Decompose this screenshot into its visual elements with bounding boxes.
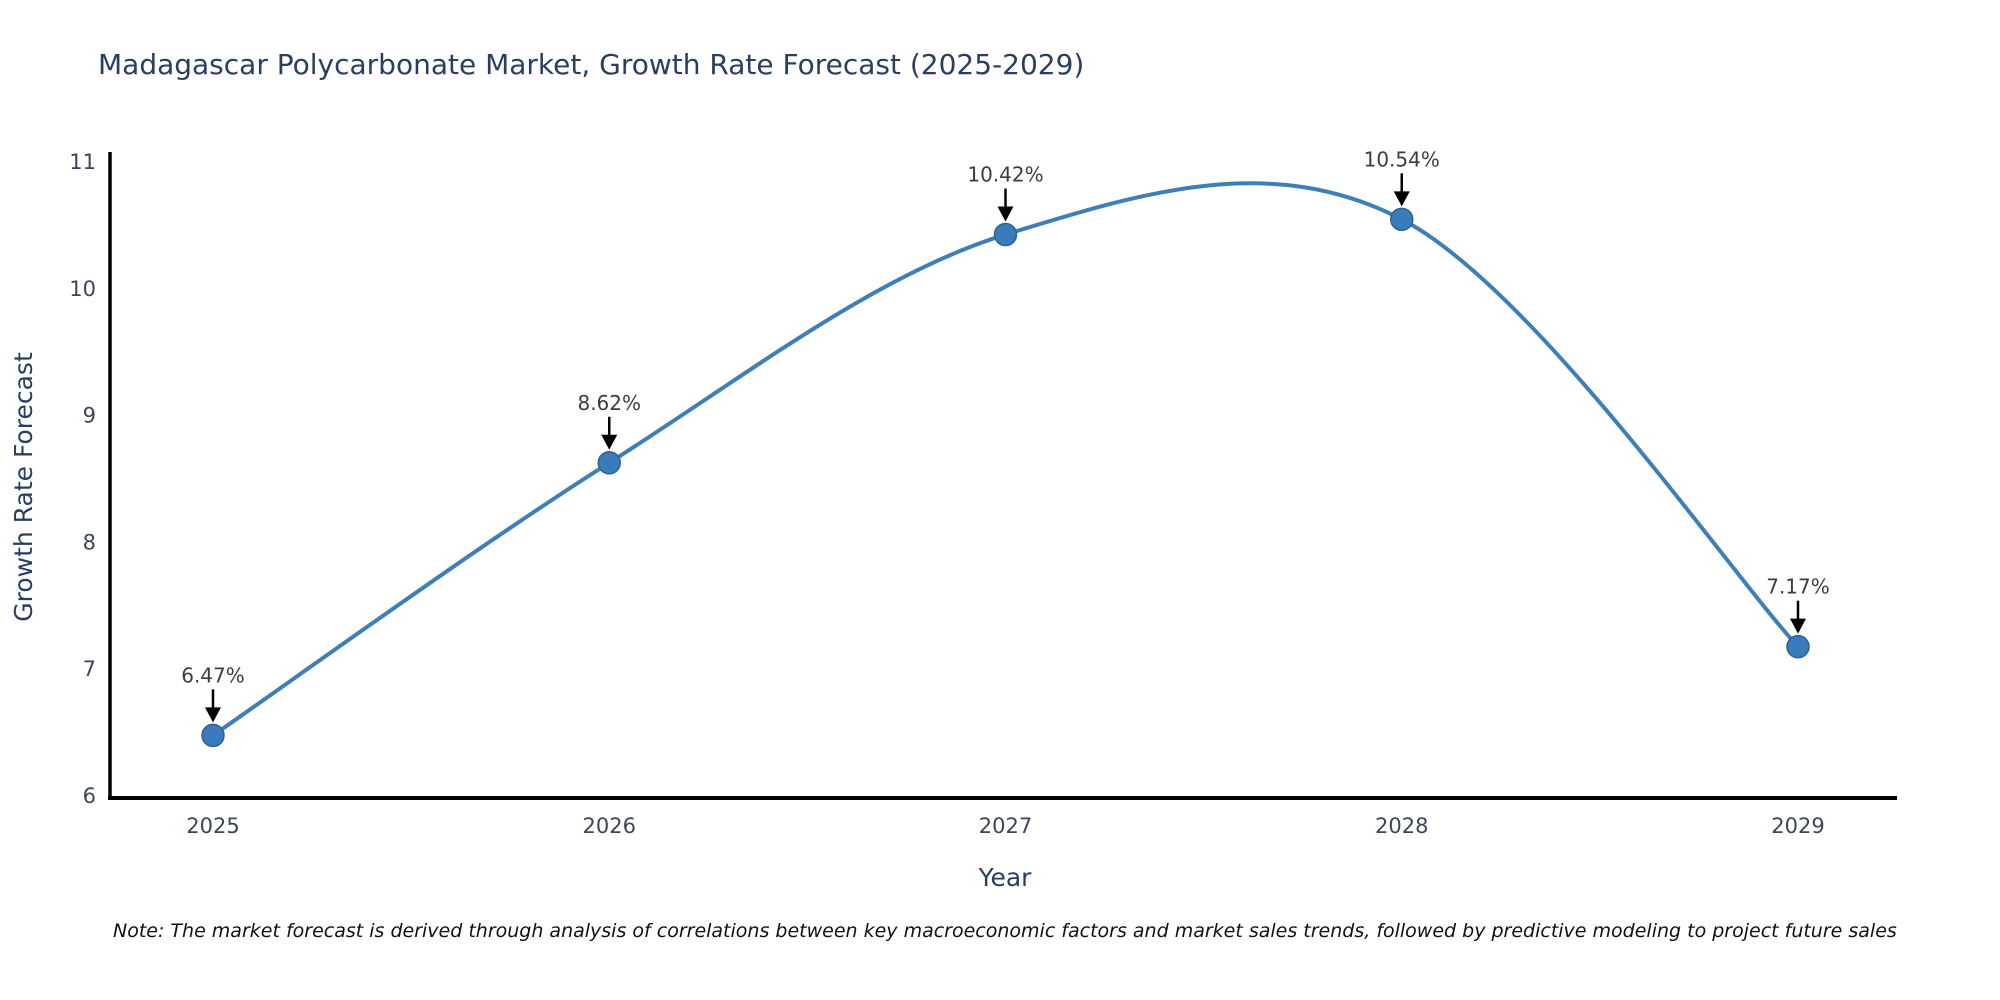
annotation-arrow-head: [205, 707, 221, 723]
x-tick-label: 2025: [186, 814, 239, 838]
data-point-marker: [597, 451, 621, 475]
data-point-label: 10.54%: [1364, 147, 1440, 171]
data-point-label: 7.17%: [1766, 575, 1830, 599]
y-tick-label: 7: [83, 657, 96, 681]
x-tick-label: 2026: [583, 814, 636, 838]
y-tick-label: 10: [69, 277, 96, 301]
data-point-marker: [201, 723, 225, 748]
y-tick-label: 9: [83, 404, 96, 428]
annotation-arrow-head: [1790, 618, 1806, 634]
x-tick-label: 2028: [1375, 814, 1428, 838]
x-axis-tick-labels: 2025 2026 2027 2028 2029: [186, 814, 1824, 838]
data-point-label: 10.42%: [967, 163, 1043, 187]
y-axis-title: Growth Rate Forecast: [9, 352, 38, 622]
chart-title: Madagascar Polycarbonate Market, Growth …: [98, 48, 1085, 81]
footnote: Note: The market forecast is derived thr…: [113, 920, 1897, 942]
x-tick-label: 2029: [1771, 814, 1824, 838]
y-tick-label: 6: [83, 784, 96, 808]
data-point-marker: [993, 222, 1018, 247]
series-layer: [201, 181, 1810, 748]
data-point-marker: [1390, 207, 1414, 232]
y-axis-tick-labels: 6 7 8 9 10 11: [69, 150, 96, 808]
y-tick-label: 8: [83, 530, 96, 554]
x-tick-label: 2027: [979, 814, 1032, 838]
x-axis-title: Year: [978, 863, 1033, 892]
y-tick-label: 11: [69, 150, 96, 174]
annotation-arrow-head: [601, 434, 618, 450]
data-point-label: 6.47%: [181, 663, 245, 687]
data-point-marker: [1786, 634, 1810, 659]
data-point-label: 8.62%: [577, 391, 641, 415]
annotation-arrow-head: [997, 206, 1014, 222]
annotation-layer: 6.47% 8.62% 10.42% 10.54% 7.17%: [181, 147, 1830, 723]
trend-line: [211, 181, 1800, 738]
annotation-arrow-head: [1393, 191, 1410, 207]
